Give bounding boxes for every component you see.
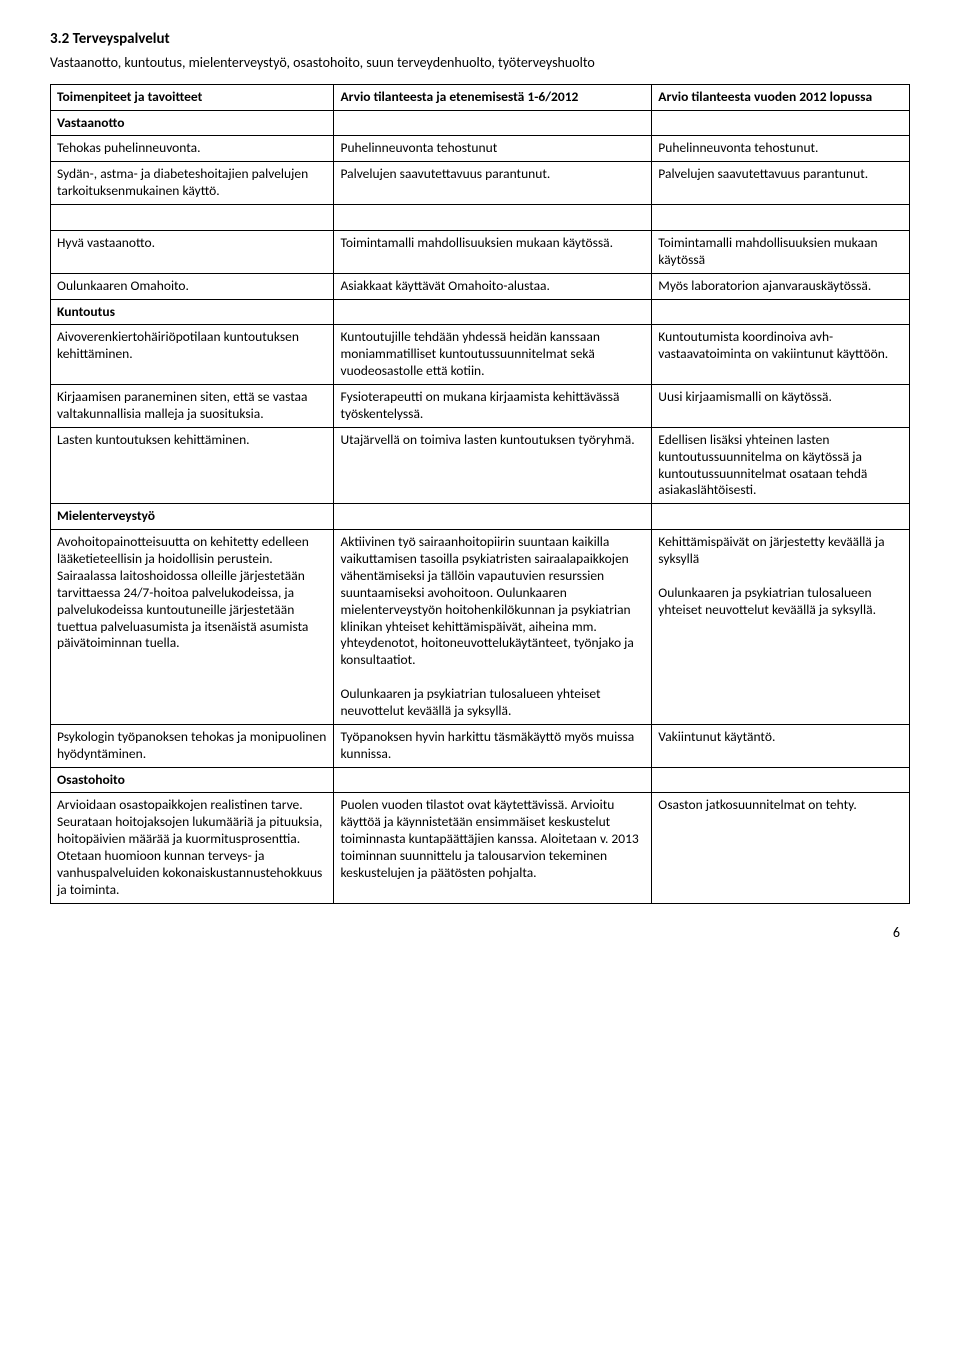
table-cell: Palvelujen saavutettavuus parantunut.: [334, 162, 652, 205]
table-cell: Puhelinneuvonta tehostunut: [334, 136, 652, 162]
table-cell: Työpanoksen hyvin harkittu täsmäkäyttö m…: [334, 724, 652, 767]
table-row: Avohoitopainotteisuutta on kehitetty ede…: [51, 530, 910, 725]
table-row: Osastohoito: [51, 767, 910, 793]
table-row: Oulunkaaren Omahoito.Asiakkaat käyttävät…: [51, 273, 910, 299]
table-row: Hyvä vastaanotto.Toimintamalli mahdollis…: [51, 230, 910, 273]
table-row: [51, 205, 910, 231]
table-row: Kuntoutus: [51, 299, 910, 325]
table-cell: Arvioidaan osastopaikkojen realistinen t…: [51, 793, 334, 903]
table-cell: Osaston jatkosuunnitelmat on tehty.: [652, 793, 910, 903]
table-cell: Hyvä vastaanotto.: [51, 230, 334, 273]
table-cell: Sydän-, astma- ja diabeteshoitajien palv…: [51, 162, 334, 205]
table-header-row: Toimenpiteet ja tavoitteet Arvio tilante…: [51, 84, 910, 110]
table-cell: Oulunkaaren Omahoito.: [51, 273, 334, 299]
col-header-1: Toimenpiteet ja tavoitteet: [51, 84, 334, 110]
table-row: Kirjaamisen paraneminen siten, että se v…: [51, 385, 910, 428]
table-row: Lasten kuntoutuksen kehittäminen.Utajärv…: [51, 427, 910, 504]
table-cell: Puolen vuoden tilastot ovat käytettäviss…: [334, 793, 652, 903]
table-cell: Toimintamalli mahdollisuuksien mukaan kä…: [652, 230, 910, 273]
table-cell: [334, 110, 652, 136]
table-cell: [334, 767, 652, 793]
table-cell: Avohoitopainotteisuutta on kehitetty ede…: [51, 530, 334, 725]
table-cell: Kuntoutus: [51, 299, 334, 325]
table-cell: [334, 299, 652, 325]
table-row: Psykologin työpanoksen tehokas ja monipu…: [51, 724, 910, 767]
section-heading: 3.2 Terveyspalvelut: [50, 30, 910, 50]
table-cell: Vastaanotto: [51, 110, 334, 136]
table-cell: [652, 767, 910, 793]
table-cell: Vakiintunut käytäntö.: [652, 724, 910, 767]
page-number: 6: [50, 924, 910, 942]
table-cell: Uusi kirjaamismalli on käytössä.: [652, 385, 910, 428]
table-cell: [652, 110, 910, 136]
table-cell: Palvelujen saavutettavuus parantunut.: [652, 162, 910, 205]
table-cell: Aivoverenkiertohäiriöpotilaan kuntoutuks…: [51, 325, 334, 385]
table-cell: [334, 504, 652, 530]
table-cell: Mielenterveystyö: [51, 504, 334, 530]
table-cell: Toimintamalli mahdollisuuksien mukaan kä…: [334, 230, 652, 273]
table-row: Aivoverenkiertohäiriöpotilaan kuntoutuks…: [51, 325, 910, 385]
table-cell: Kirjaamisen paraneminen siten, että se v…: [51, 385, 334, 428]
col-header-3: Arvio tilanteesta vuoden 2012 lopussa: [652, 84, 910, 110]
table-row: Sydän-, astma- ja diabeteshoitajien palv…: [51, 162, 910, 205]
table-cell: Edellisen lisäksi yhteinen lasten kuntou…: [652, 427, 910, 504]
table-cell: [334, 205, 652, 231]
table-row: Vastaanotto: [51, 110, 910, 136]
table-cell: Kehittämispäivät on järjestetty keväällä…: [652, 530, 910, 725]
data-table: Toimenpiteet ja tavoitteet Arvio tilante…: [50, 84, 910, 904]
table-cell: [51, 205, 334, 231]
table-row: Arvioidaan osastopaikkojen realistinen t…: [51, 793, 910, 903]
table-cell: Kuntoutumista koordinoiva avh-vastaavato…: [652, 325, 910, 385]
table-row: Tehokas puhelinneuvonta.Puhelinneuvonta …: [51, 136, 910, 162]
table-cell: [652, 504, 910, 530]
table-cell: Osastohoito: [51, 767, 334, 793]
table-cell: [652, 299, 910, 325]
table-cell: Puhelinneuvonta tehostunut.: [652, 136, 910, 162]
table-cell: Myös laboratorion ajanvarauskäytössä.: [652, 273, 910, 299]
table-cell: Psykologin työpanoksen tehokas ja monipu…: [51, 724, 334, 767]
table-row: Mielenterveystyö: [51, 504, 910, 530]
table-cell: Utajärvellä on toimiva lasten kuntoutuks…: [334, 427, 652, 504]
table-cell: Asiakkaat käyttävät Omahoito-alustaa.: [334, 273, 652, 299]
table-cell: Kuntoutujille tehdään yhdessä heidän kan…: [334, 325, 652, 385]
table-cell: Lasten kuntoutuksen kehittäminen.: [51, 427, 334, 504]
table-cell: [652, 205, 910, 231]
col-header-2: Arvio tilanteesta ja etenemisestä 1-6/20…: [334, 84, 652, 110]
section-subheading: Vastaanotto, kuntoutus, mielenterveystyö…: [50, 54, 910, 72]
table-cell: Fysioterapeutti on mukana kirjaamista ke…: [334, 385, 652, 428]
table-cell: Tehokas puhelinneuvonta.: [51, 136, 334, 162]
table-cell: Aktiivinen työ sairaanhoitopiirin suunta…: [334, 530, 652, 725]
